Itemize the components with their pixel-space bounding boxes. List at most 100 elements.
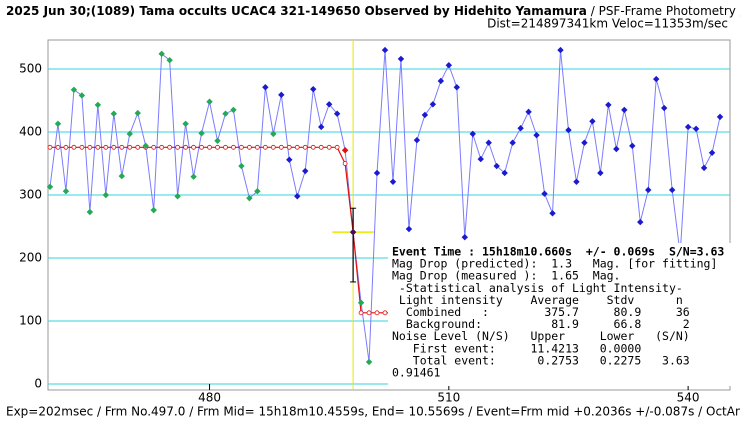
model-point [223,144,228,150]
data-point [653,75,660,83]
model-point [207,144,212,150]
annotation-line: Total event: 0.2753 0.2275 3.63 [392,353,690,367]
model-point [119,144,125,150]
data-point [70,86,78,93]
model-point [262,144,268,150]
data-point [533,131,540,139]
data-point [517,125,524,132]
plot-frame [47,39,731,391]
data-point [525,108,532,116]
model-point [278,144,284,150]
model-point [47,144,53,150]
model-point [270,144,276,150]
y-tick-label: 300 [19,187,42,201]
model-point [294,144,300,150]
data-point [86,208,94,216]
model-point [382,310,388,316]
annotation-box [388,243,734,386]
model-point [199,144,204,150]
data-point [254,188,261,195]
chart-title: 2025 Jun 30;(1089) Tama occults UCAC4 32… [6,4,740,18]
data-point [557,46,564,54]
model-point [111,144,117,150]
data-point [445,62,453,69]
data-point [357,299,365,306]
data-point [684,123,692,131]
data-point [158,50,165,58]
data-point [126,130,133,138]
x-tick-label: 480 [198,391,221,405]
data-point [629,142,636,150]
annotation-line: Mag Drop (measured ): 1.65 Mag. [392,269,620,283]
data-point [102,191,110,199]
data-point [605,101,612,109]
model-point [103,144,109,150]
data-point [660,104,668,112]
data-point [597,169,604,177]
data-point [302,167,309,175]
data-point [477,155,484,163]
model-point [127,144,133,150]
data-point [413,136,421,144]
model-point [366,310,372,316]
model-point [326,144,332,150]
annotation-line: Combined : 375.7 80.9 36 [392,305,690,319]
data-point [54,120,62,127]
data-point [509,139,516,146]
model-point [159,144,165,150]
y-tick-label: 100 [19,314,42,328]
data-point [573,178,580,185]
data-point [501,169,508,177]
data-point [78,92,86,99]
annotation-line: 0.91461 [392,366,441,380]
data-point [270,130,277,138]
data-point [637,218,644,226]
data-point [341,147,349,154]
data-point [214,137,221,145]
data-point [238,162,245,170]
data-point [150,206,157,214]
data-point [349,228,357,236]
annotation-line: Event Time : 15h18m10.660s +/- 0.069s S/… [392,245,724,259]
x-tick-label: 510 [437,391,460,405]
annotation-line: Background: 81.9 66.8 2 [392,317,690,331]
subtitle2: Dist=214897341km Veloc=11353m/sec [487,17,728,31]
data-point [581,139,588,146]
data-point [381,46,389,54]
model-point [231,144,236,150]
data-point [708,149,716,156]
data-point [692,125,700,133]
model-point [55,144,61,150]
footer: Exp=202msec / Frm No.497.0 / Frm Mid= 15… [6,405,740,419]
data-point [333,110,341,117]
data-point [549,210,556,217]
data-point [62,188,70,195]
data-point [429,101,437,108]
model-point [183,144,188,150]
model-point [342,161,348,166]
data-point [700,164,708,172]
data-point [222,110,229,117]
title: 2025 Jun 30;(1089) Tama occults UCAC4 32… [6,4,587,18]
data-point [365,358,373,366]
data-point [182,120,189,127]
data-point [118,172,125,180]
model-point [247,144,252,150]
data-point [589,118,596,125]
model-point [63,144,69,150]
model-point [151,144,157,150]
data-point [134,109,141,117]
data-point [716,113,724,121]
data-point [469,130,476,138]
data-point [645,186,652,194]
data-point [286,156,293,163]
annotation-line: -Statistical analysis of Light Intensity… [392,281,683,295]
data-point [206,98,213,105]
subtitle: / PSF-Frame Photometry / [591,4,740,18]
data-point [198,130,205,137]
data-point [493,162,500,170]
y-tick-label: 500 [19,61,42,75]
model-point [334,144,340,150]
data-point [166,56,173,64]
